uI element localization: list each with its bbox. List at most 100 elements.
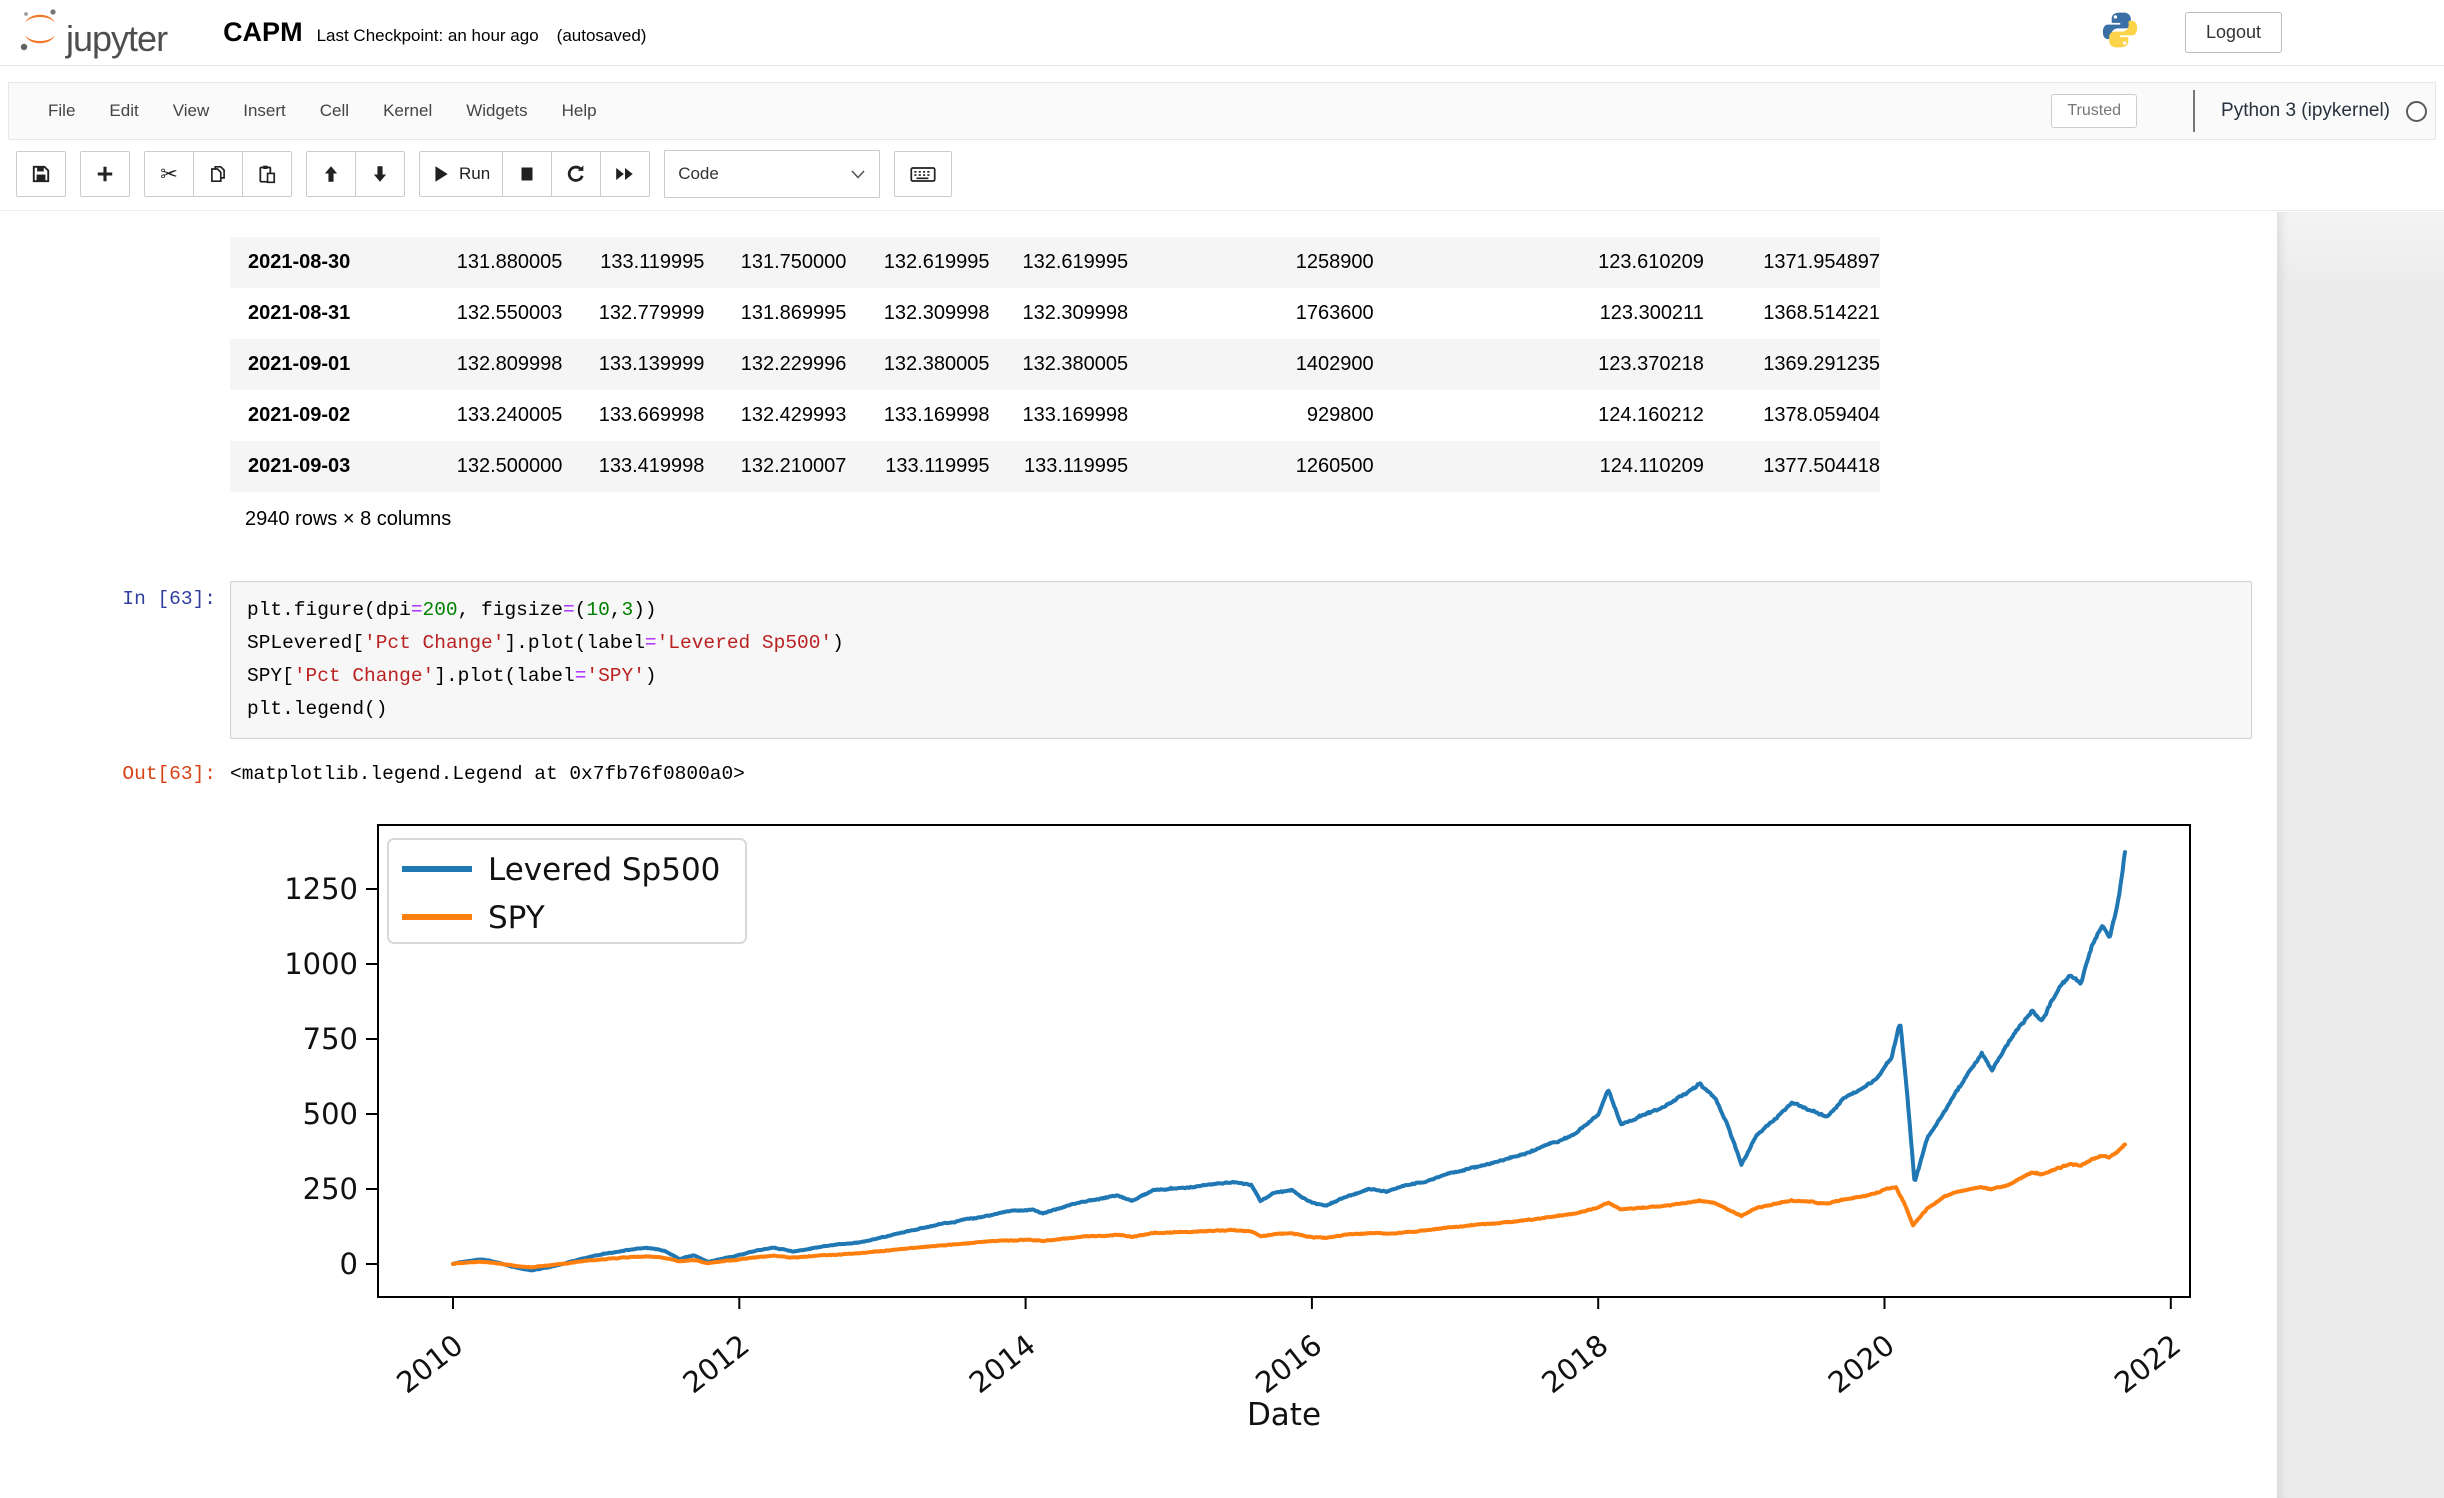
trusted-badge[interactable]: Trusted: [2051, 94, 2138, 128]
y-tick-label: 500: [303, 1097, 358, 1131]
table-cell: 1260500: [1295, 455, 1374, 477]
menu-cell[interactable]: Cell: [319, 101, 350, 120]
restart-run-all-button[interactable]: [600, 151, 651, 197]
kernel-name: Python 3 (ipykernel): [2221, 100, 2390, 121]
menu-kernel[interactable]: Kernel: [383, 101, 433, 120]
table-cell: 133.169998: [1022, 404, 1129, 426]
page-right-gutter[interactable]: [2277, 212, 2444, 1498]
table-cell: 123.610209: [1598, 251, 1704, 273]
interrupt-kernel-button[interactable]: [502, 151, 553, 197]
notebook-area: 2021-08-30 131.880005 133.119995 131.750000…: [0, 211, 2277, 1472]
menu-help[interactable]: Help: [561, 101, 597, 120]
cell-type-dropdown[interactable]: Code: [664, 150, 881, 198]
legend-label: SPY: [488, 900, 545, 936]
jupyter-logo[interactable]: jupyter: [18, 6, 168, 59]
move-down-icon: [370, 164, 390, 184]
move-cell-up-button[interactable]: [306, 151, 356, 197]
menu-view[interactable]: View: [172, 101, 210, 120]
table-cell: 1763600: [1295, 302, 1374, 324]
table-cell: 124.160212: [1598, 404, 1704, 426]
table-cell: 131.750000: [740, 251, 847, 273]
kernel-idle-icon: [2406, 100, 2427, 122]
table-cell: 132.309998: [883, 302, 990, 324]
y-tick-label: 1000: [284, 947, 358, 981]
table-cell: 133.669998: [598, 404, 705, 426]
move-up-icon: [321, 164, 341, 184]
table-row: 2021-08-30 131.880005 133.119995 131.750000…: [230, 237, 1880, 288]
table-cell: 133.119995: [600, 251, 705, 273]
save-button[interactable]: [16, 151, 66, 197]
y-tick-label: 0: [340, 1247, 358, 1281]
x-tick-label: 2010: [390, 1328, 469, 1400]
x-tick-label: 2020: [1822, 1328, 1901, 1400]
keyboard-icon: [910, 164, 936, 184]
table-cell: 124.110209: [1599, 455, 1704, 477]
notebook-title-area: CAPM Last Checkpoint: an hour ago (autos…: [223, 17, 646, 48]
table-row: 2021-09-01 132.809998 133.139999 132.229996…: [230, 339, 1880, 390]
move-cell-down-button[interactable]: [355, 151, 405, 197]
run-cell-button[interactable]: Run: [419, 151, 504, 197]
row-index: 2021-09-03: [248, 455, 351, 477]
table-cell: 133.169998: [883, 404, 990, 426]
paste-cell-button[interactable]: [242, 151, 292, 197]
table-cell: 1368.514221: [1763, 302, 1880, 324]
dataframe-cutoff-row: [0, 211, 2277, 237]
save-icon: [31, 164, 51, 184]
table-cell: 132.500000: [456, 455, 563, 477]
table-cell: 131.869995: [740, 302, 847, 324]
table-cell: 132.779999: [598, 302, 705, 324]
run-button-label: Run: [459, 164, 491, 183]
table-cell: 132.229996: [740, 353, 847, 375]
output-prompt: Out[63]:: [122, 763, 216, 785]
row-index: 2021-09-01: [248, 353, 351, 375]
table-cell: 133.139999: [598, 353, 705, 375]
table-cell: 133.419998: [598, 455, 705, 477]
y-tick-label: 250: [303, 1172, 358, 1206]
table-cell: 132.210007: [740, 455, 847, 477]
row-index: 2021-08-30: [248, 251, 351, 273]
x-tick-label: 2016: [1249, 1328, 1328, 1400]
table-row: 2021-08-31 132.550003 132.779999 131.869995…: [230, 288, 1880, 339]
table-cell: 929800: [1306, 404, 1374, 426]
table-cell: 132.550003: [456, 302, 563, 324]
notebook-toolbar: ✂ Run Code: [0, 140, 2444, 211]
code-input-area[interactable]: plt.figure(dpi=200, figsize=(10,3)) SPLev…: [230, 581, 2252, 739]
table-cell: 133.240005: [456, 404, 563, 426]
menu-widgets[interactable]: Widgets: [466, 101, 528, 120]
dataframe-table: 2021-08-30 131.880005 133.119995 131.750000…: [230, 237, 1880, 492]
fast-forward-icon: [614, 164, 636, 184]
code-line: plt.legend(): [247, 698, 388, 720]
add-cell-button[interactable]: [80, 151, 130, 197]
notebook-title[interactable]: CAPM: [223, 17, 303, 47]
menu-file[interactable]: File: [48, 101, 76, 120]
table-cell: 133.119995: [1023, 455, 1129, 477]
cell-type-value: Code: [678, 164, 719, 183]
cut-cell-button[interactable]: ✂: [144, 151, 194, 197]
table-cell: 123.300211: [1599, 302, 1704, 324]
code-editor[interactable]: plt.figure(dpi=200, figsize=(10,3)) SPLev…: [247, 594, 2235, 726]
code-line: SPLevered['Pct Change'].plot(label='Leve…: [247, 632, 844, 654]
y-tick-label: 1250: [284, 872, 358, 906]
restart-kernel-button[interactable]: [551, 151, 602, 197]
autosave-status: (autosaved): [556, 26, 647, 45]
table-cell: 131.880005: [456, 251, 563, 273]
menu-items: File Edit View Insert Cell Kernel Widgets Help: [31, 101, 614, 121]
table-cell: 1377.504418: [1763, 455, 1880, 477]
table-cell: 132.380005: [883, 353, 990, 375]
output-cell: Out[63]: <matplotlib.legend.Legend at 0x…: [0, 761, 2277, 785]
menu-edit[interactable]: Edit: [109, 101, 139, 120]
table-cell: 123.370218: [1598, 353, 1704, 375]
table-row: 2021-09-03 132.500000 133.419998 132.210007…: [230, 441, 1880, 492]
command-palette-button[interactable]: [894, 151, 953, 197]
table-cell: 133.119995: [885, 455, 990, 477]
table-cell: 132.809998: [456, 353, 563, 375]
copy-cell-button[interactable]: [193, 151, 243, 197]
input-prompt: In [63]:: [122, 588, 216, 610]
table-cell: 1378.059404: [1763, 404, 1880, 426]
logout-button[interactable]: Logout: [2184, 12, 2282, 53]
menu-insert[interactable]: Insert: [243, 101, 286, 120]
copy-icon: [208, 164, 228, 184]
legend-label: Levered Sp500: [488, 852, 720, 888]
dataframe-shape-label: 2940 rows × 8 columns: [245, 508, 452, 530]
